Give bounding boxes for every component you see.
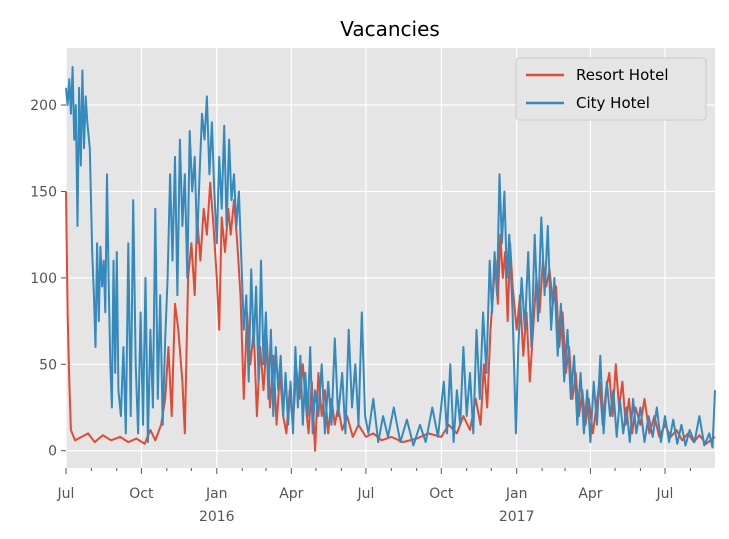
legend: Resort Hotel City Hotel <box>515 57 707 121</box>
x-tick-label: Jan <box>205 486 228 502</box>
y-tick-label: 0 <box>48 444 57 460</box>
x-tick-label: Jan <box>505 486 528 502</box>
x-tick-label: Jul <box>656 486 674 502</box>
x-tick-year-label: 2016 <box>199 509 235 525</box>
x-axis: Jul Oct Jan 2016 Apr Jul Oct Jan 2017 Apr Jul <box>57 468 691 525</box>
legend-box <box>515 57 707 121</box>
legend-label: Resort Hotel <box>576 66 669 84</box>
chart-title: Vacancies <box>340 17 440 41</box>
series-layer <box>65 66 716 452</box>
y-tick-label: 150 <box>30 184 57 200</box>
x-tick-label: Apr <box>578 486 602 502</box>
y-tick-label: 200 <box>30 98 57 114</box>
x-tick-label: Apr <box>279 486 303 502</box>
legend-label: City Hotel <box>576 94 650 112</box>
x-tick-year-label: 2017 <box>499 509 535 525</box>
y-tick-label: 100 <box>30 271 57 287</box>
y-axis: 0 50 100 150 200 <box>30 98 66 460</box>
x-tick-label: Jul <box>57 486 75 502</box>
x-tick-label: Oct <box>429 486 454 502</box>
series-line-city-hotel <box>65 66 716 449</box>
x-tick-label: Oct <box>129 486 154 502</box>
x-tick-label: Jul <box>356 486 374 502</box>
y-tick-label: 50 <box>39 357 57 373</box>
